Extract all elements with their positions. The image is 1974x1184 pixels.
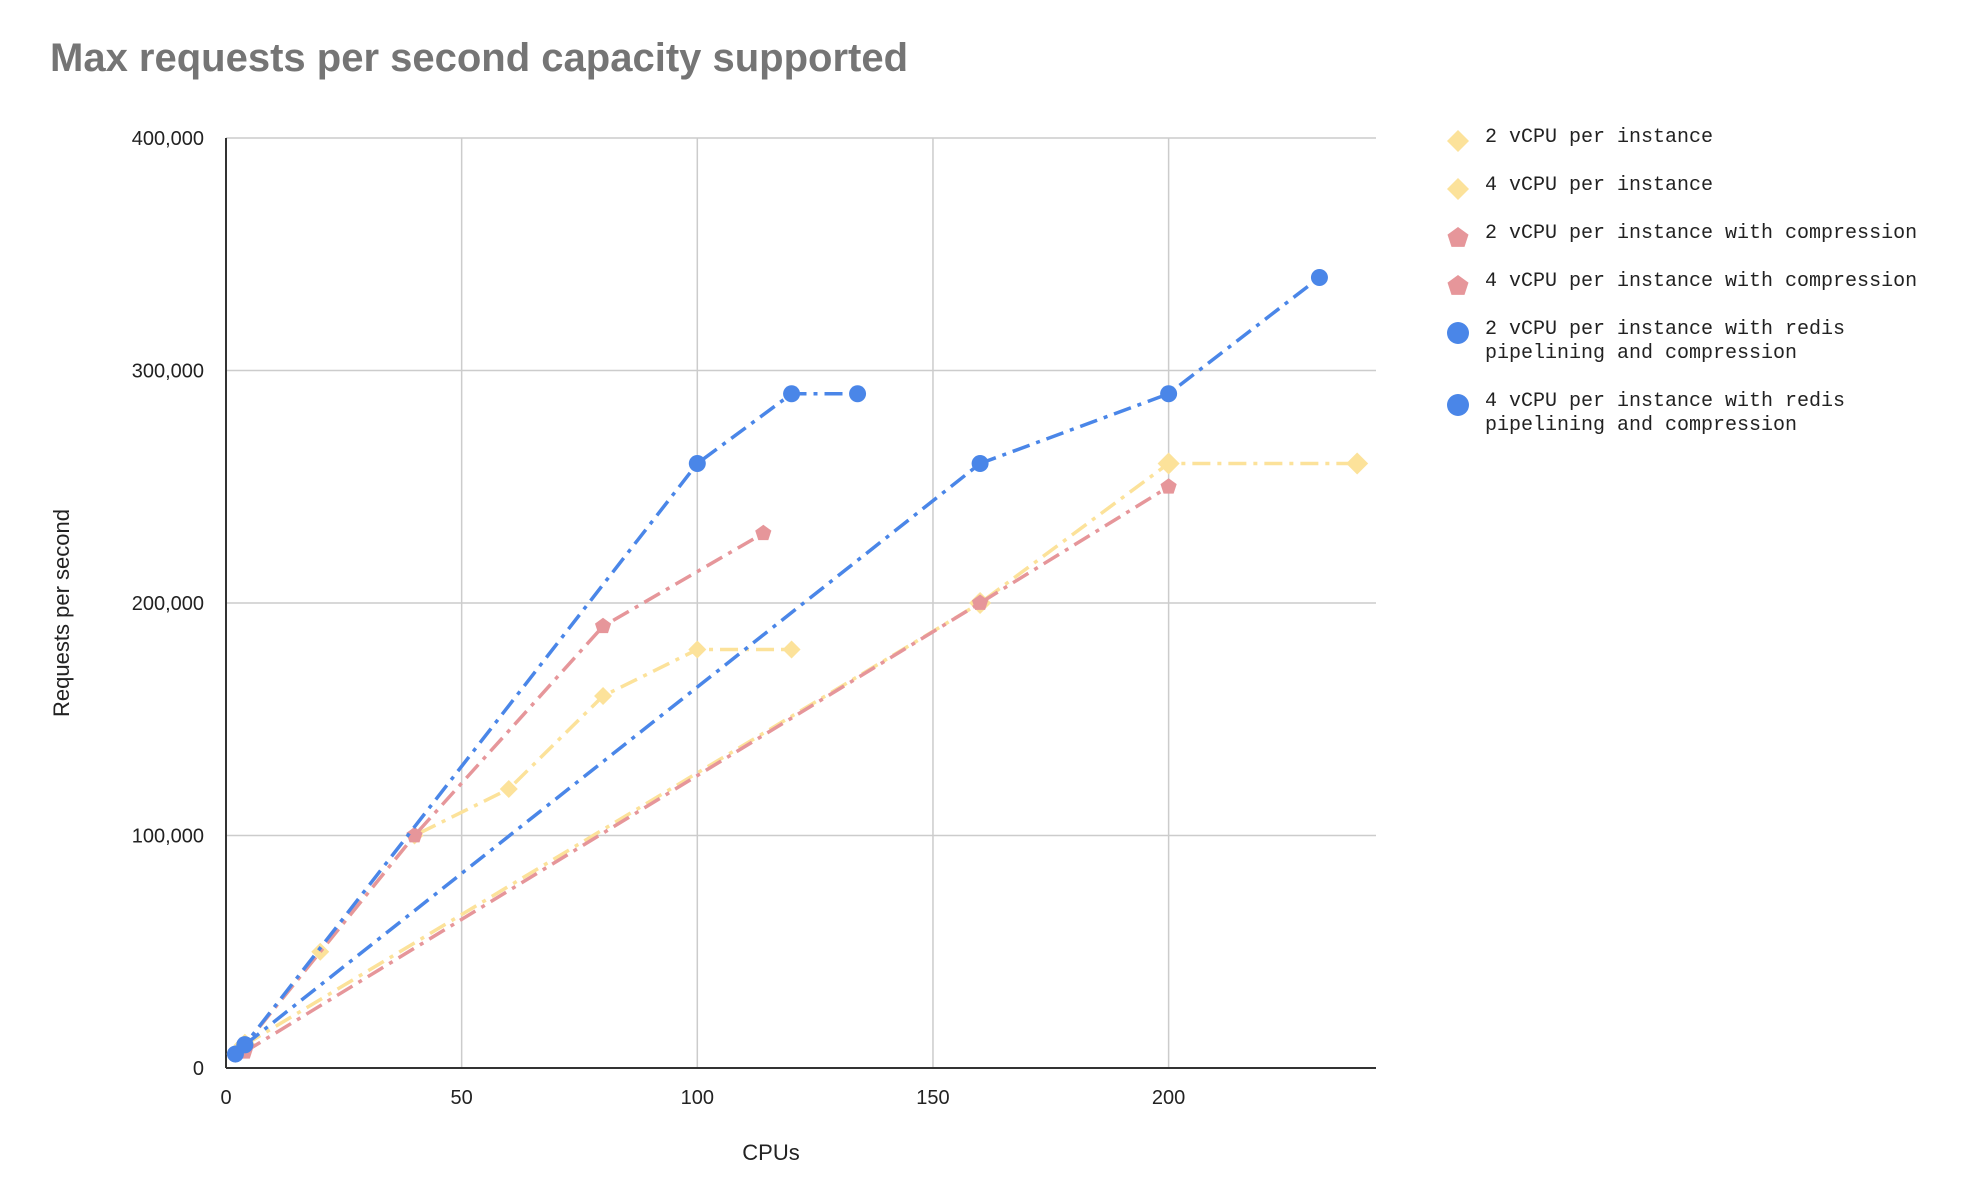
data-point (1157, 452, 1180, 475)
legend-marker-diamond-icon (1447, 178, 1469, 200)
legend-item: 2 vCPU per instance with redis pipelinin… (1445, 318, 1965, 366)
legend: 2 vCPU per instance 4 vCPU per instance 2 … (1445, 126, 1965, 462)
x-tick-label: 50 (451, 1087, 473, 1109)
legend-item: 2 vCPU per instance (1445, 126, 1965, 152)
y-axis-title: Requests per second (49, 509, 74, 717)
data-point (849, 385, 867, 403)
series-2 (233, 452, 1369, 1056)
data-point (783, 385, 801, 403)
plot-area: 0 100,000 200,000 300,000 400,000 0 50 100 150 20… (49, 128, 1376, 1165)
legend-label: 2 vCPU per instance (1485, 126, 1714, 149)
series-line (234, 392, 858, 1056)
series-5 (226, 385, 867, 1063)
series-line (243, 276, 1321, 1047)
data-point (499, 780, 518, 798)
x-tick-label: 100 (681, 1087, 714, 1109)
y-tick-label: 100,000 (132, 826, 204, 848)
y-tick-label: 300,000 (132, 361, 204, 383)
legend-marker-shape (1447, 275, 1469, 295)
legend-marker-diamond-icon (1447, 130, 1469, 152)
series-1 (226, 640, 801, 1064)
data-point (311, 942, 330, 961)
legend-marker-shape (1447, 394, 1469, 416)
data-point (236, 1036, 254, 1054)
series-line (243, 485, 1170, 1054)
y-tick-label: 200,000 (132, 593, 204, 615)
legend-label: 2 vCPU per instance with compression (1485, 222, 1918, 245)
data-point (406, 827, 423, 843)
legend-item: 4 vCPU per instance with compression (1445, 270, 1965, 295)
x-tick-label: 0 (220, 1087, 231, 1109)
legend-item: 2 vCPU per instance with compression (1445, 222, 1965, 247)
data-point (971, 455, 989, 472)
data-point (972, 594, 989, 610)
chart-title: Max requests per second capacity support… (50, 36, 909, 80)
x-tick-label: 150 (916, 1087, 949, 1109)
series-6 (236, 269, 1328, 1054)
data-point (1160, 385, 1178, 403)
y-tick-label: 0 (193, 1058, 204, 1080)
legend-marker-shape (1447, 322, 1469, 344)
data-point (688, 455, 706, 472)
data-point (595, 617, 612, 634)
series-line (243, 461, 1358, 1047)
data-point (1160, 478, 1177, 494)
legend-marker-shape (1447, 178, 1469, 200)
legend-item: 4 vCPU per instance with redis pipelinin… (1445, 390, 1965, 438)
data-point (782, 640, 801, 659)
data-point (1310, 269, 1328, 286)
x-axis-title: CPUs (742, 1140, 799, 1165)
legend-marker-circle-icon (1447, 322, 1469, 344)
x-tick-label: 200 (1152, 1087, 1185, 1109)
legend-label: 4 vCPU per instance (1485, 174, 1714, 197)
legend-label: 4 vCPU per instance with compression (1485, 270, 1918, 293)
data-point (1346, 452, 1369, 475)
legend-marker-pentagon-icon (1447, 275, 1469, 295)
y-tick-label: 400,000 (132, 128, 204, 150)
legend-marker-pentagon-icon (1447, 227, 1469, 247)
data-point (594, 687, 613, 705)
legend-marker-circle-icon (1447, 394, 1469, 416)
legend-item: 4 vCPU per instance (1445, 174, 1965, 200)
legend-label: 2 vCPU per instance with redis pipelinin… (1485, 318, 1858, 365)
series-line (234, 647, 792, 1056)
legend-marker-shape (1447, 130, 1469, 152)
legend-label: 4 vCPU per instance with redis pipelinin… (1485, 390, 1858, 437)
data-point (755, 524, 772, 541)
legend-marker-shape (1447, 227, 1469, 247)
data-point (688, 640, 707, 659)
